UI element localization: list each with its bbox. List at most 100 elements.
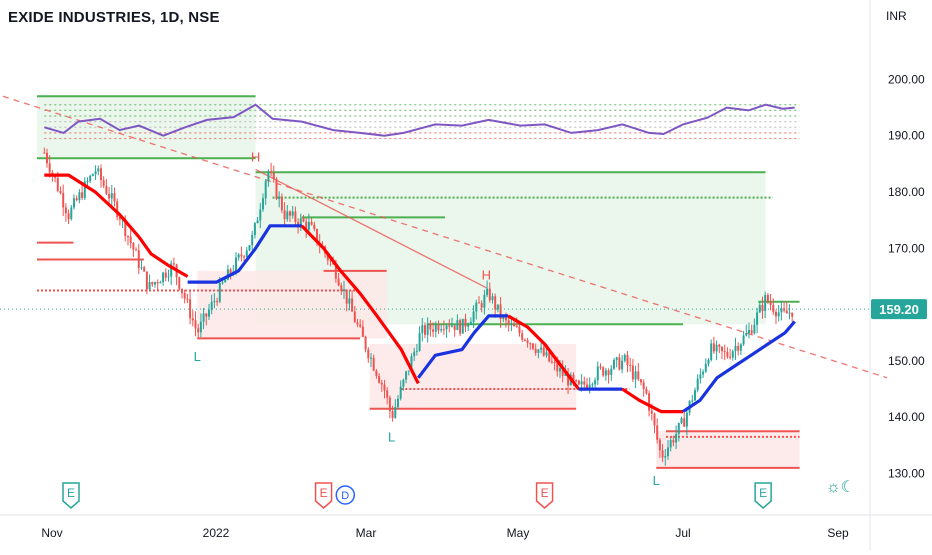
candle-body — [577, 380, 580, 385]
earnings-icon[interactable]: E — [535, 482, 554, 509]
candle-body — [97, 168, 100, 172]
candle-body — [172, 263, 175, 265]
candle-body — [464, 318, 467, 327]
candle-body — [459, 320, 462, 334]
candle-body — [199, 321, 202, 333]
candle-body — [313, 224, 316, 230]
candle-body — [361, 326, 364, 337]
candle-body — [693, 390, 696, 401]
candle-body — [540, 347, 543, 350]
rsi-line — [44, 103, 795, 137]
candle-body — [180, 288, 183, 294]
candle-body — [410, 356, 413, 371]
candle-body — [183, 293, 186, 299]
candle-body — [256, 220, 259, 224]
candle-body — [337, 278, 340, 286]
candle-body — [243, 256, 246, 258]
y-tick-label: 200.00 — [888, 72, 925, 86]
candle-body — [496, 304, 499, 310]
candle-body — [70, 207, 73, 220]
candle-body — [523, 339, 526, 341]
candle-body — [607, 370, 610, 375]
candle-body — [658, 439, 661, 451]
candle-body — [434, 324, 437, 332]
candle-body — [567, 373, 570, 386]
candle-body — [583, 381, 586, 385]
candle-body — [515, 326, 518, 328]
candle-body — [734, 346, 737, 352]
candle-body — [353, 311, 356, 323]
candle-body — [205, 313, 208, 317]
candle-body — [105, 185, 108, 194]
candle-body — [216, 301, 219, 303]
earnings-badge — [535, 482, 554, 509]
trailing-stop-up — [187, 224, 302, 284]
candle-body — [750, 330, 753, 334]
candle-body — [356, 322, 359, 325]
candle-body — [153, 282, 156, 285]
x-tick-label: Sep — [827, 526, 849, 540]
pivot-low-label: L — [194, 349, 201, 364]
candle-body — [423, 325, 426, 335]
candle-body — [469, 321, 472, 325]
candle-body — [534, 348, 537, 353]
candle-body — [151, 282, 154, 285]
trailing-stop-up — [682, 320, 796, 413]
candle-body — [116, 201, 119, 218]
candle-body — [764, 295, 767, 311]
sun-moon-icon[interactable]: ☼☾ — [826, 479, 856, 496]
price-badge-label: 159.20 — [879, 302, 919, 317]
trend-line — [2, 95, 888, 379]
candle-body — [429, 323, 432, 330]
candle-body — [359, 324, 362, 327]
dividend-icon[interactable]: D — [335, 485, 356, 505]
candle-body — [383, 384, 386, 391]
candle-body — [43, 152, 46, 154]
y-tick-label: 150.00 — [888, 354, 925, 368]
earnings-icon[interactable]: E — [754, 482, 772, 509]
candle-body — [72, 198, 75, 208]
candle-body — [113, 193, 116, 202]
candle-body — [294, 211, 297, 222]
candle-body — [291, 211, 294, 216]
candle-body — [218, 282, 221, 302]
candle-body — [518, 326, 521, 334]
candle-body — [691, 400, 694, 402]
candle-body — [766, 295, 769, 302]
candle-body — [305, 221, 308, 230]
candle-body — [504, 317, 507, 321]
candle-body — [45, 152, 48, 164]
candle-body — [596, 366, 599, 381]
candle-body — [94, 171, 97, 175]
candle-body — [442, 329, 445, 331]
candle-body — [599, 366, 602, 368]
candle-body — [610, 368, 613, 375]
candle-body — [486, 288, 489, 296]
candle-body — [143, 267, 146, 272]
earnings-icon[interactable]: E — [314, 482, 333, 509]
candle-body — [742, 335, 745, 345]
candle-body — [81, 192, 84, 198]
candle-body — [783, 308, 786, 311]
candle-body — [529, 343, 532, 345]
candle-body — [785, 310, 788, 314]
price-badge — [871, 299, 927, 320]
candle-body — [108, 193, 111, 199]
candle-body — [391, 411, 394, 418]
candle-body — [307, 222, 310, 230]
candle-body — [405, 371, 408, 380]
candle-body — [537, 349, 540, 353]
candle-body — [556, 362, 559, 372]
candle-body — [159, 282, 162, 284]
candle-body — [548, 352, 551, 362]
candle-body — [140, 267, 143, 269]
candle-body — [162, 272, 165, 283]
candle-body — [375, 370, 378, 376]
candle-body — [669, 440, 672, 448]
earnings-icon[interactable]: E — [62, 482, 80, 509]
candle-body — [426, 323, 429, 335]
candle-body — [388, 397, 391, 412]
candle-body — [661, 450, 664, 458]
